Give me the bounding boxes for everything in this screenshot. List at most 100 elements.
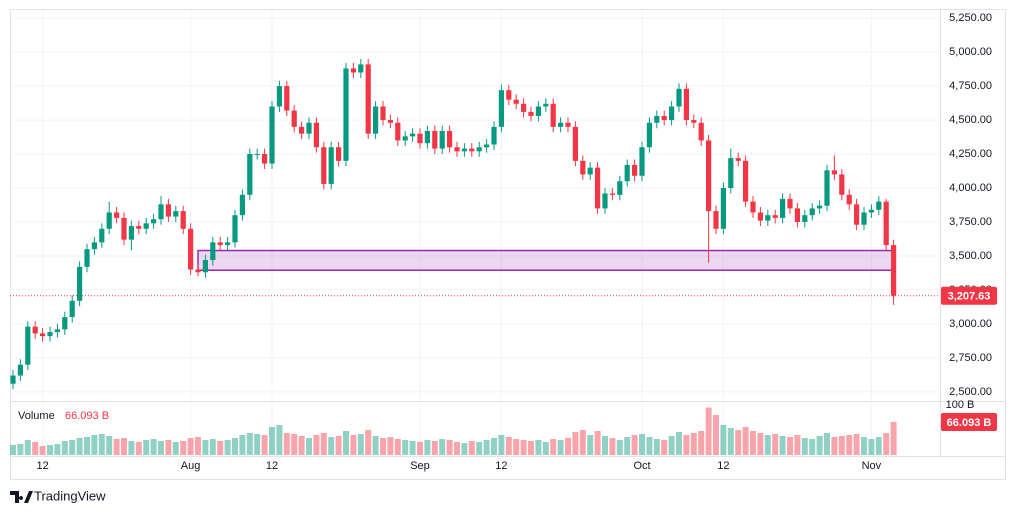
volume-bar xyxy=(424,440,431,455)
candle-body xyxy=(247,154,253,195)
x-tick-label: Aug xyxy=(181,460,201,472)
candle-body xyxy=(217,242,223,246)
volume-bar xyxy=(365,430,372,455)
frame xyxy=(10,9,1006,480)
volume-bar xyxy=(24,440,31,455)
candle-body xyxy=(891,245,897,296)
candle-body xyxy=(202,260,208,273)
volume-bar xyxy=(535,440,542,455)
price-label: 3,207.63 xyxy=(948,291,991,303)
volume-bar xyxy=(343,431,349,455)
y-tick-label: 4,000.00 xyxy=(949,182,992,194)
volume-bar xyxy=(875,437,882,455)
volume-bar xyxy=(158,441,164,455)
candle-body xyxy=(883,201,889,246)
volume-bar xyxy=(602,436,608,455)
candle-body xyxy=(661,115,667,121)
volume-bar xyxy=(246,433,253,455)
volume-bar xyxy=(209,439,216,455)
candle-body xyxy=(343,68,349,161)
y-tick-label: 4,500.00 xyxy=(949,114,992,126)
volume-bar xyxy=(639,434,645,455)
volume-bar xyxy=(624,437,631,455)
volume-bar xyxy=(276,425,283,455)
candle-body xyxy=(47,332,53,337)
candle-body xyxy=(143,223,149,229)
volume-bar xyxy=(187,438,194,455)
candle-body xyxy=(128,226,134,240)
candle-body xyxy=(432,130,438,149)
candle-body xyxy=(454,147,460,152)
candle-body xyxy=(543,103,549,107)
candle-body xyxy=(484,144,490,148)
candle-body xyxy=(69,300,75,318)
volume-bar xyxy=(750,431,756,455)
candle-body xyxy=(521,103,527,112)
candle-body xyxy=(528,111,534,116)
volume-bar xyxy=(128,441,135,455)
volume-bar xyxy=(113,439,120,455)
candle-body xyxy=(350,68,356,73)
candle-body xyxy=(284,86,290,111)
candle-body xyxy=(136,226,142,229)
candle-body xyxy=(609,193,615,195)
volume-bar xyxy=(380,438,386,455)
candle-body xyxy=(461,148,467,152)
candle-body xyxy=(225,242,231,246)
x-tick-label: 12 xyxy=(717,460,729,472)
candle-body xyxy=(506,90,512,100)
volume-bar xyxy=(372,436,379,455)
candle-body xyxy=(299,126,305,134)
y-tick-label: 4,750.00 xyxy=(949,80,992,92)
candle-body xyxy=(17,364,23,376)
candle-body xyxy=(498,90,504,127)
volume-bar xyxy=(476,442,483,455)
volume-bar xyxy=(172,442,179,455)
candle-body xyxy=(328,147,334,184)
y-tick-label: 2,750.00 xyxy=(949,352,992,364)
candle-body xyxy=(513,99,519,104)
candle-body xyxy=(321,147,327,184)
volume-bar xyxy=(713,415,719,455)
volume-bar xyxy=(439,439,446,455)
candle-body xyxy=(165,204,171,217)
volume-bar xyxy=(417,442,423,455)
volume-bar xyxy=(306,438,312,455)
candle-body xyxy=(373,106,379,134)
candle-body xyxy=(831,170,837,175)
volume-bar xyxy=(135,442,142,455)
volume-bar xyxy=(254,434,261,455)
volume-bar xyxy=(787,437,793,455)
candle-body xyxy=(269,106,275,164)
candle-body xyxy=(10,375,16,384)
candle-body xyxy=(580,160,586,175)
volume-bar xyxy=(653,439,660,455)
candle-body xyxy=(854,204,860,225)
candle-body xyxy=(757,212,763,221)
volume-bar xyxy=(261,435,268,455)
candle-body xyxy=(846,194,852,205)
candle-body xyxy=(587,167,593,175)
candle-body xyxy=(632,164,638,176)
volume-bar xyxy=(520,440,527,455)
candle-body xyxy=(358,64,364,73)
volume-bar xyxy=(661,440,668,455)
volume-bar xyxy=(646,437,653,455)
candle-body xyxy=(868,209,874,213)
candle-body xyxy=(728,158,734,189)
candle-body xyxy=(617,181,623,195)
volume-bar xyxy=(402,440,409,455)
volume-bar xyxy=(801,438,808,455)
volume-bar xyxy=(794,435,801,455)
candle-body xyxy=(402,136,408,141)
candle-body xyxy=(313,122,319,148)
candle-body xyxy=(417,133,423,144)
volume-bar xyxy=(735,430,742,455)
volume-bar xyxy=(446,440,453,455)
volume-bar xyxy=(54,444,61,455)
brand-name: TradingView xyxy=(34,488,106,503)
y-tick-label: 3,500.00 xyxy=(949,250,992,262)
candle-body xyxy=(232,215,238,243)
candle-body xyxy=(188,228,194,270)
